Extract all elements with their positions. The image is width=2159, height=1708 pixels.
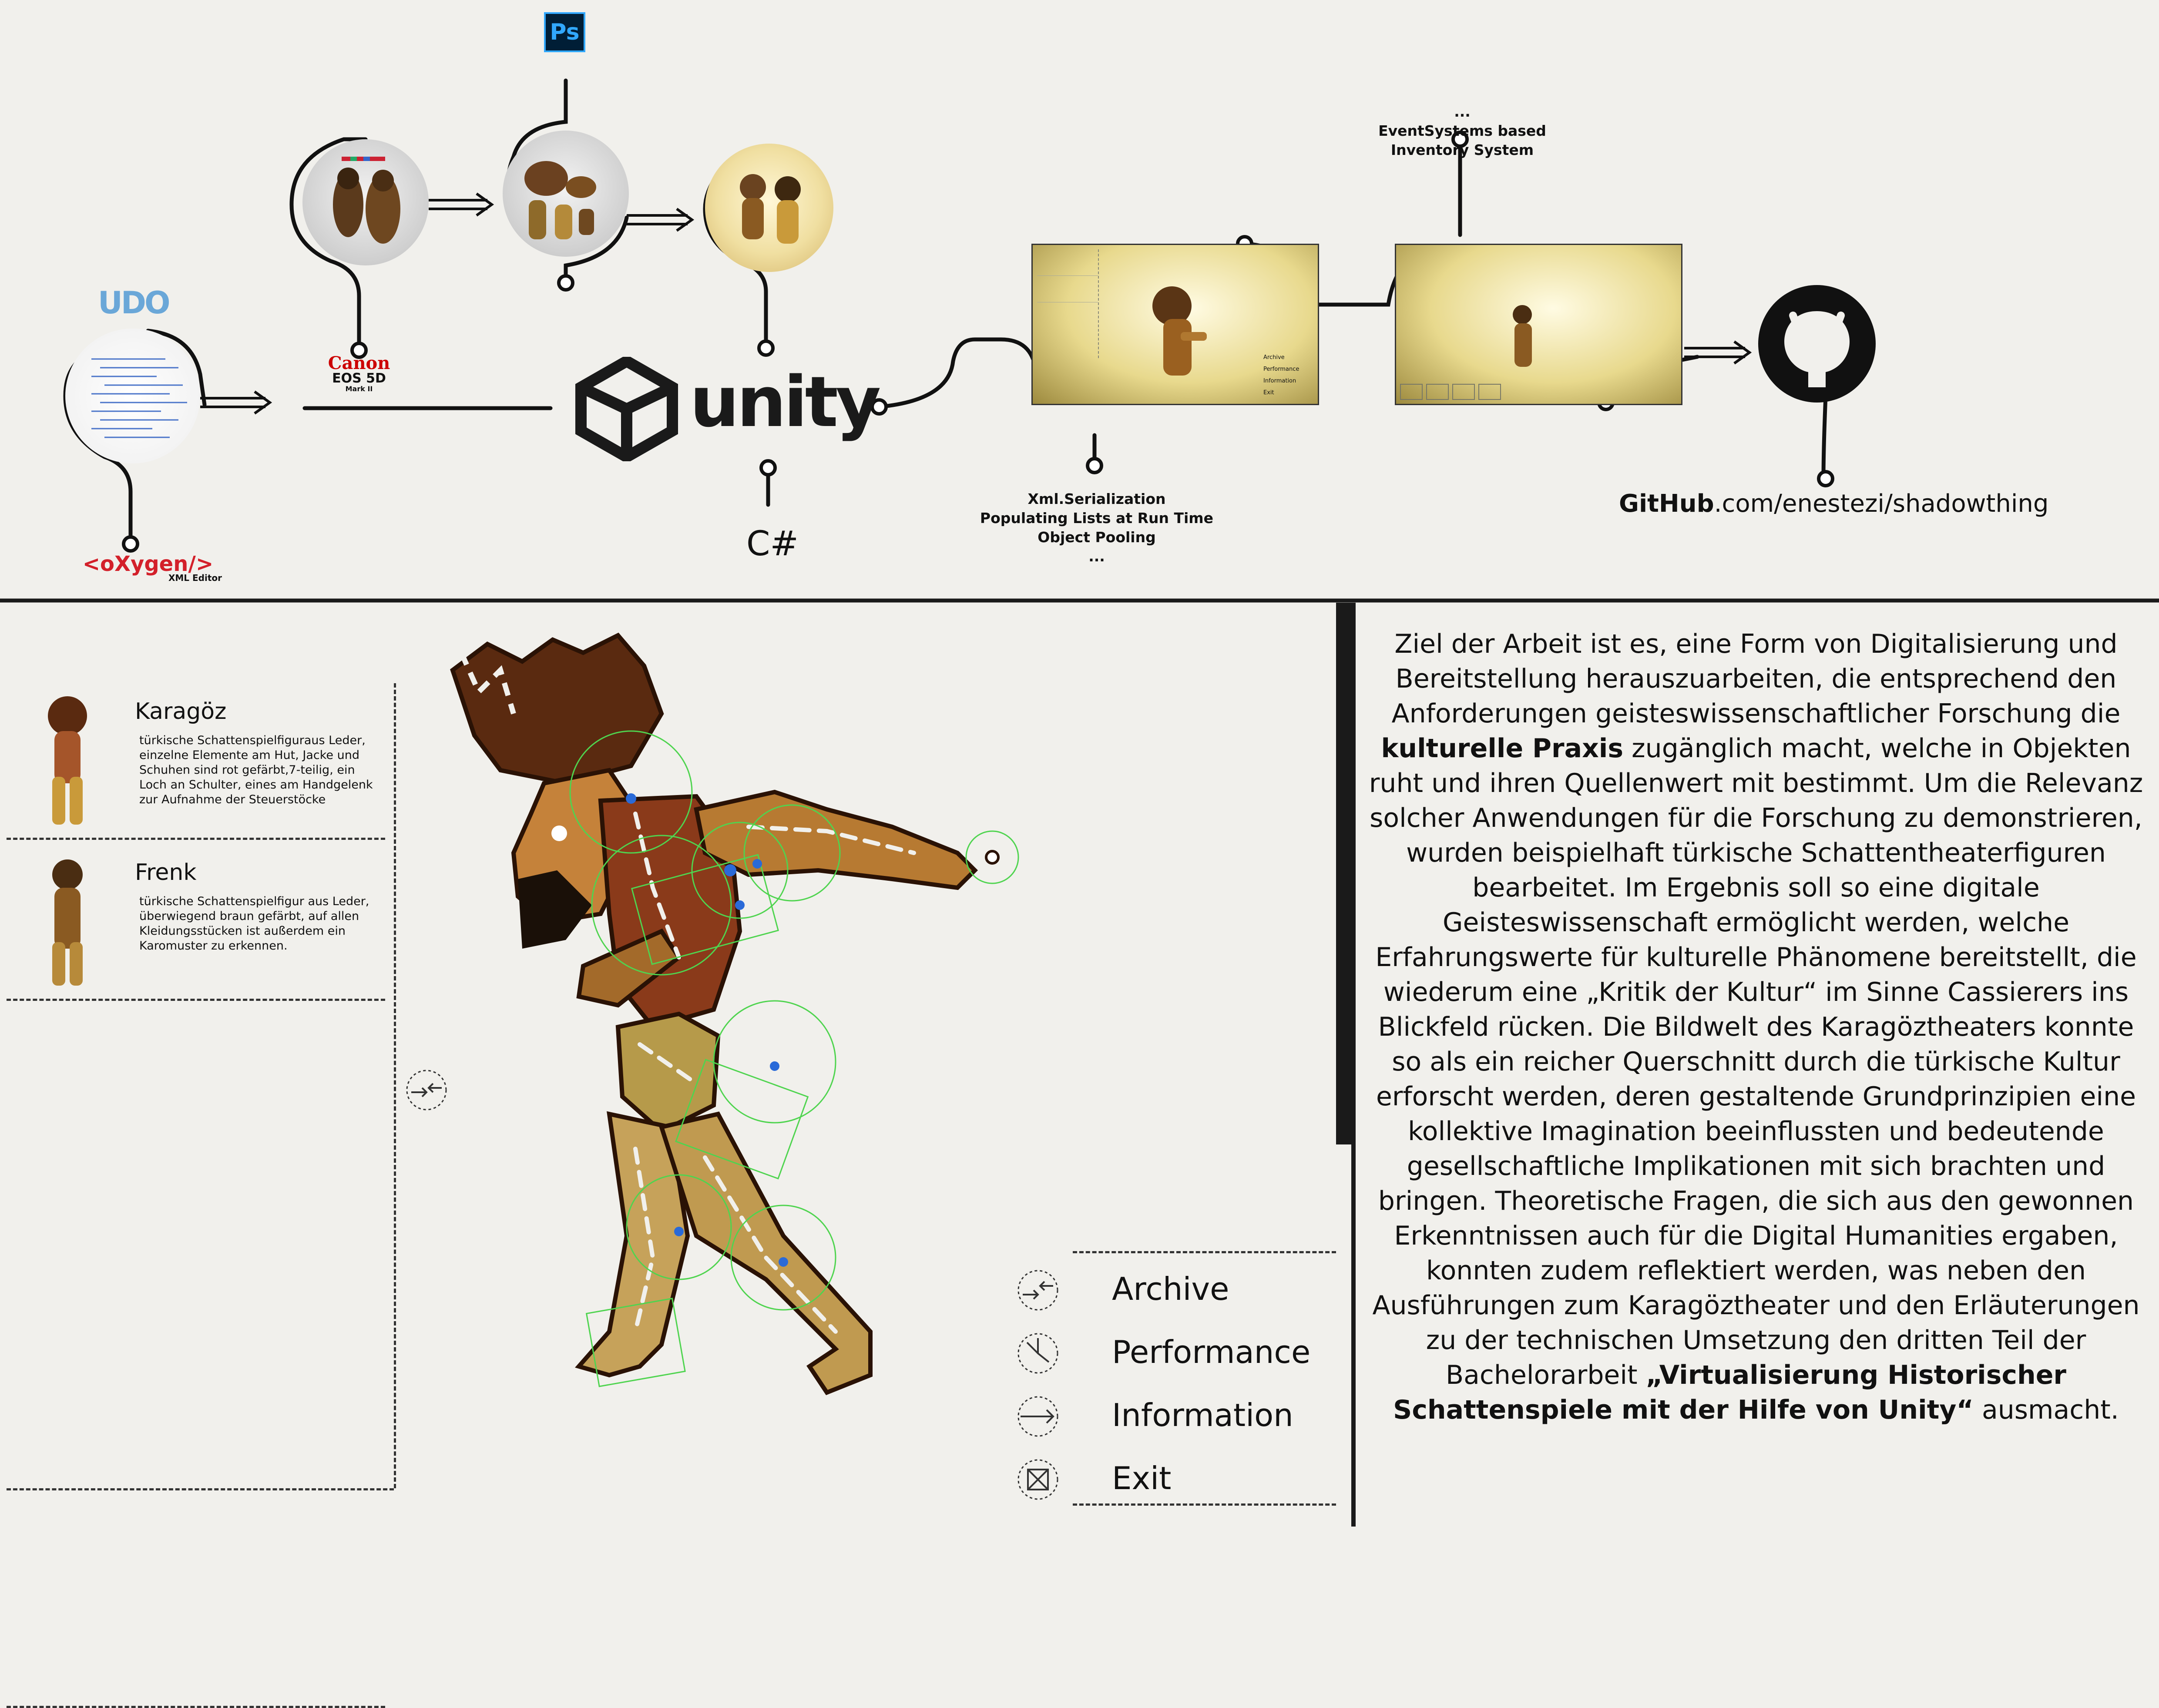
oxygen-logo-sub: XML Editor (168, 573, 222, 583)
figure-eye (551, 825, 567, 841)
menu-item-performance[interactable]: Performance (1014, 1329, 1336, 1377)
unity-wordmark: unity (690, 361, 881, 443)
karagoz-rigged-figure (450, 632, 1019, 1396)
assembled-puppets-icon (740, 174, 801, 244)
menu-top-rule (1073, 1251, 1336, 1253)
archive-card-karagoz[interactable]: Karagöz türkische Schattenspielfiguraus … (7, 683, 385, 840)
main-menu: Archive Performance Information Exit (1014, 1249, 1336, 1510)
exit-cross-icon (1017, 1459, 1058, 1500)
photo-capture-thumbnail (302, 139, 429, 265)
app-screenshot-performance (1395, 244, 1682, 405)
archive-list-end (7, 1706, 385, 1708)
project-description: Ziel der Arbeit ist es, eine Form von Di… (1364, 627, 2148, 1427)
figure-hat-plume (459, 651, 516, 715)
unity-cube-icon (575, 357, 678, 461)
features-note-line-4: ... (1088, 548, 1105, 565)
separated-puppet-parts-icon (524, 161, 596, 239)
description-bold-2: „Virtualisierung Historischer Schattensp… (1393, 1360, 2066, 1425)
description-part-3: ausmacht. (1973, 1395, 2119, 1425)
unity-logo: unity (574, 352, 881, 461)
menu-label-archive: Archive (1112, 1271, 1229, 1307)
archive-arrows-icon (1017, 1270, 1058, 1311)
app-screenshot-archive: Archive Performance Information Exit (1031, 244, 1319, 405)
canon-model: EOS 5D (332, 371, 386, 386)
photoshop-logo-text: Ps (550, 19, 580, 45)
card-description: türkische Schattenspielfiguraus Leder, e… (139, 734, 373, 806)
archive-sidebar: Karagöz türkische Schattenspielfiguraus … (0, 683, 396, 1708)
mini-menu: Archive Performance Information Exit (1263, 352, 1299, 399)
github-logo (1758, 285, 1876, 403)
photographed-puppets-icon (333, 157, 400, 244)
mini-sidebar-panel (1037, 249, 1099, 358)
oxygen-logo-text: <oXygen/> (82, 552, 214, 576)
cutout-parts-thumbnail (503, 131, 629, 257)
menu-item-information[interactable]: Information (1014, 1393, 1336, 1440)
udo-logo: UDO (98, 285, 170, 324)
figure-hat (450, 632, 664, 786)
menu-label-performance: Performance (1112, 1334, 1311, 1370)
archive-card-frenk[interactable]: Frenk türkische Schattenspielfigur aus L… (7, 844, 385, 1001)
card-title: Frenk (135, 859, 197, 886)
features-note: Xml.Serialization Populating Lists at Ru… (957, 490, 1236, 566)
unity-scene-thumbnail (705, 144, 833, 272)
photoshop-logo: Ps (544, 12, 585, 52)
figure-beard (518, 870, 592, 949)
xml-code-thumbnail (65, 329, 200, 463)
archive-list-bottom-line (7, 1488, 394, 1490)
card-title: Karagöz (135, 698, 227, 725)
frenk-thumbnail-icon (52, 859, 83, 986)
sidebar-toggle-button[interactable] (403, 1066, 450, 1114)
github-path: .com/enestezi/shadowthing (1714, 490, 2049, 518)
menu-bottom-rule (1073, 1503, 1336, 1506)
canon-sub: Mark II (345, 385, 373, 393)
description-part-2: zugänglich macht, welche in Objekten ruh… (1369, 733, 2143, 1390)
inventory-note-line-1: ... (1454, 103, 1471, 120)
menu-item-archive[interactable]: Archive (1014, 1266, 1336, 1314)
inventory-note-line-3: Inventory System (1390, 141, 1534, 158)
figure-inner-arm (576, 928, 682, 1008)
mini-menu-archive: Archive (1263, 354, 1285, 361)
performance-clock-icon (1017, 1333, 1058, 1374)
figure-hip (615, 1011, 721, 1134)
csharp-label: C# (746, 524, 799, 564)
octocat-icon (1784, 311, 1850, 387)
toggle-arrows-icon (406, 1070, 447, 1111)
github-brand: GitHub (1619, 490, 1714, 518)
mini-menu-exit: Exit (1263, 389, 1274, 396)
canon-logo: Canon EOS 5D Mark II (318, 355, 400, 393)
mini-menu-performance: Performance (1263, 366, 1299, 372)
menu-label-information: Information (1112, 1397, 1293, 1433)
figure-front-leg (658, 1111, 873, 1396)
inventory-note-line-2: EventSystems based (1378, 122, 1546, 139)
oxygen-logo: <oXygen/> XML Editor (74, 552, 222, 591)
menu-label-exit: Exit (1112, 1460, 1172, 1497)
xml-code-lines-icon (91, 358, 187, 438)
menu-item-exit[interactable]: Exit (1014, 1456, 1336, 1503)
information-arrow-icon (1017, 1396, 1058, 1437)
inventory-note: ... EventSystems based Inventory System (1340, 102, 1584, 160)
card-description: türkische Schattenspielfigur aus Leder, … (139, 895, 369, 953)
karagoz-thumbnail-icon (48, 696, 87, 825)
mini-karagoz-figure-icon (1152, 286, 1207, 376)
description-bold-1: kulturelle Praxis (1381, 733, 1624, 764)
github-url[interactable]: GitHub.com/enestezi/shadowthing (1619, 490, 2054, 518)
features-note-line-1: Xml.Serialization (1027, 490, 1166, 507)
udo-logo-text: UDO (98, 285, 170, 321)
description-part-1: Ziel der Arbeit ist es, eine Form von Di… (1391, 629, 2121, 729)
mini-menu-information: Information (1263, 378, 1296, 384)
features-note-line-2: Populating Lists at Run Time (980, 510, 1214, 527)
mini-frenk-figure-icon (1400, 305, 1532, 400)
canon-brand: Canon (328, 353, 390, 373)
figure-arm (694, 789, 978, 890)
features-note-line-3: Object Pooling (1038, 529, 1156, 546)
